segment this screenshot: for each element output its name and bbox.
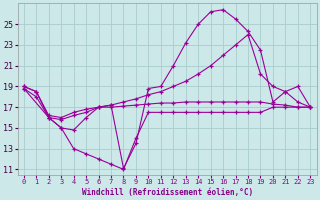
X-axis label: Windchill (Refroidissement éolien,°C): Windchill (Refroidissement éolien,°C) [82,188,253,197]
